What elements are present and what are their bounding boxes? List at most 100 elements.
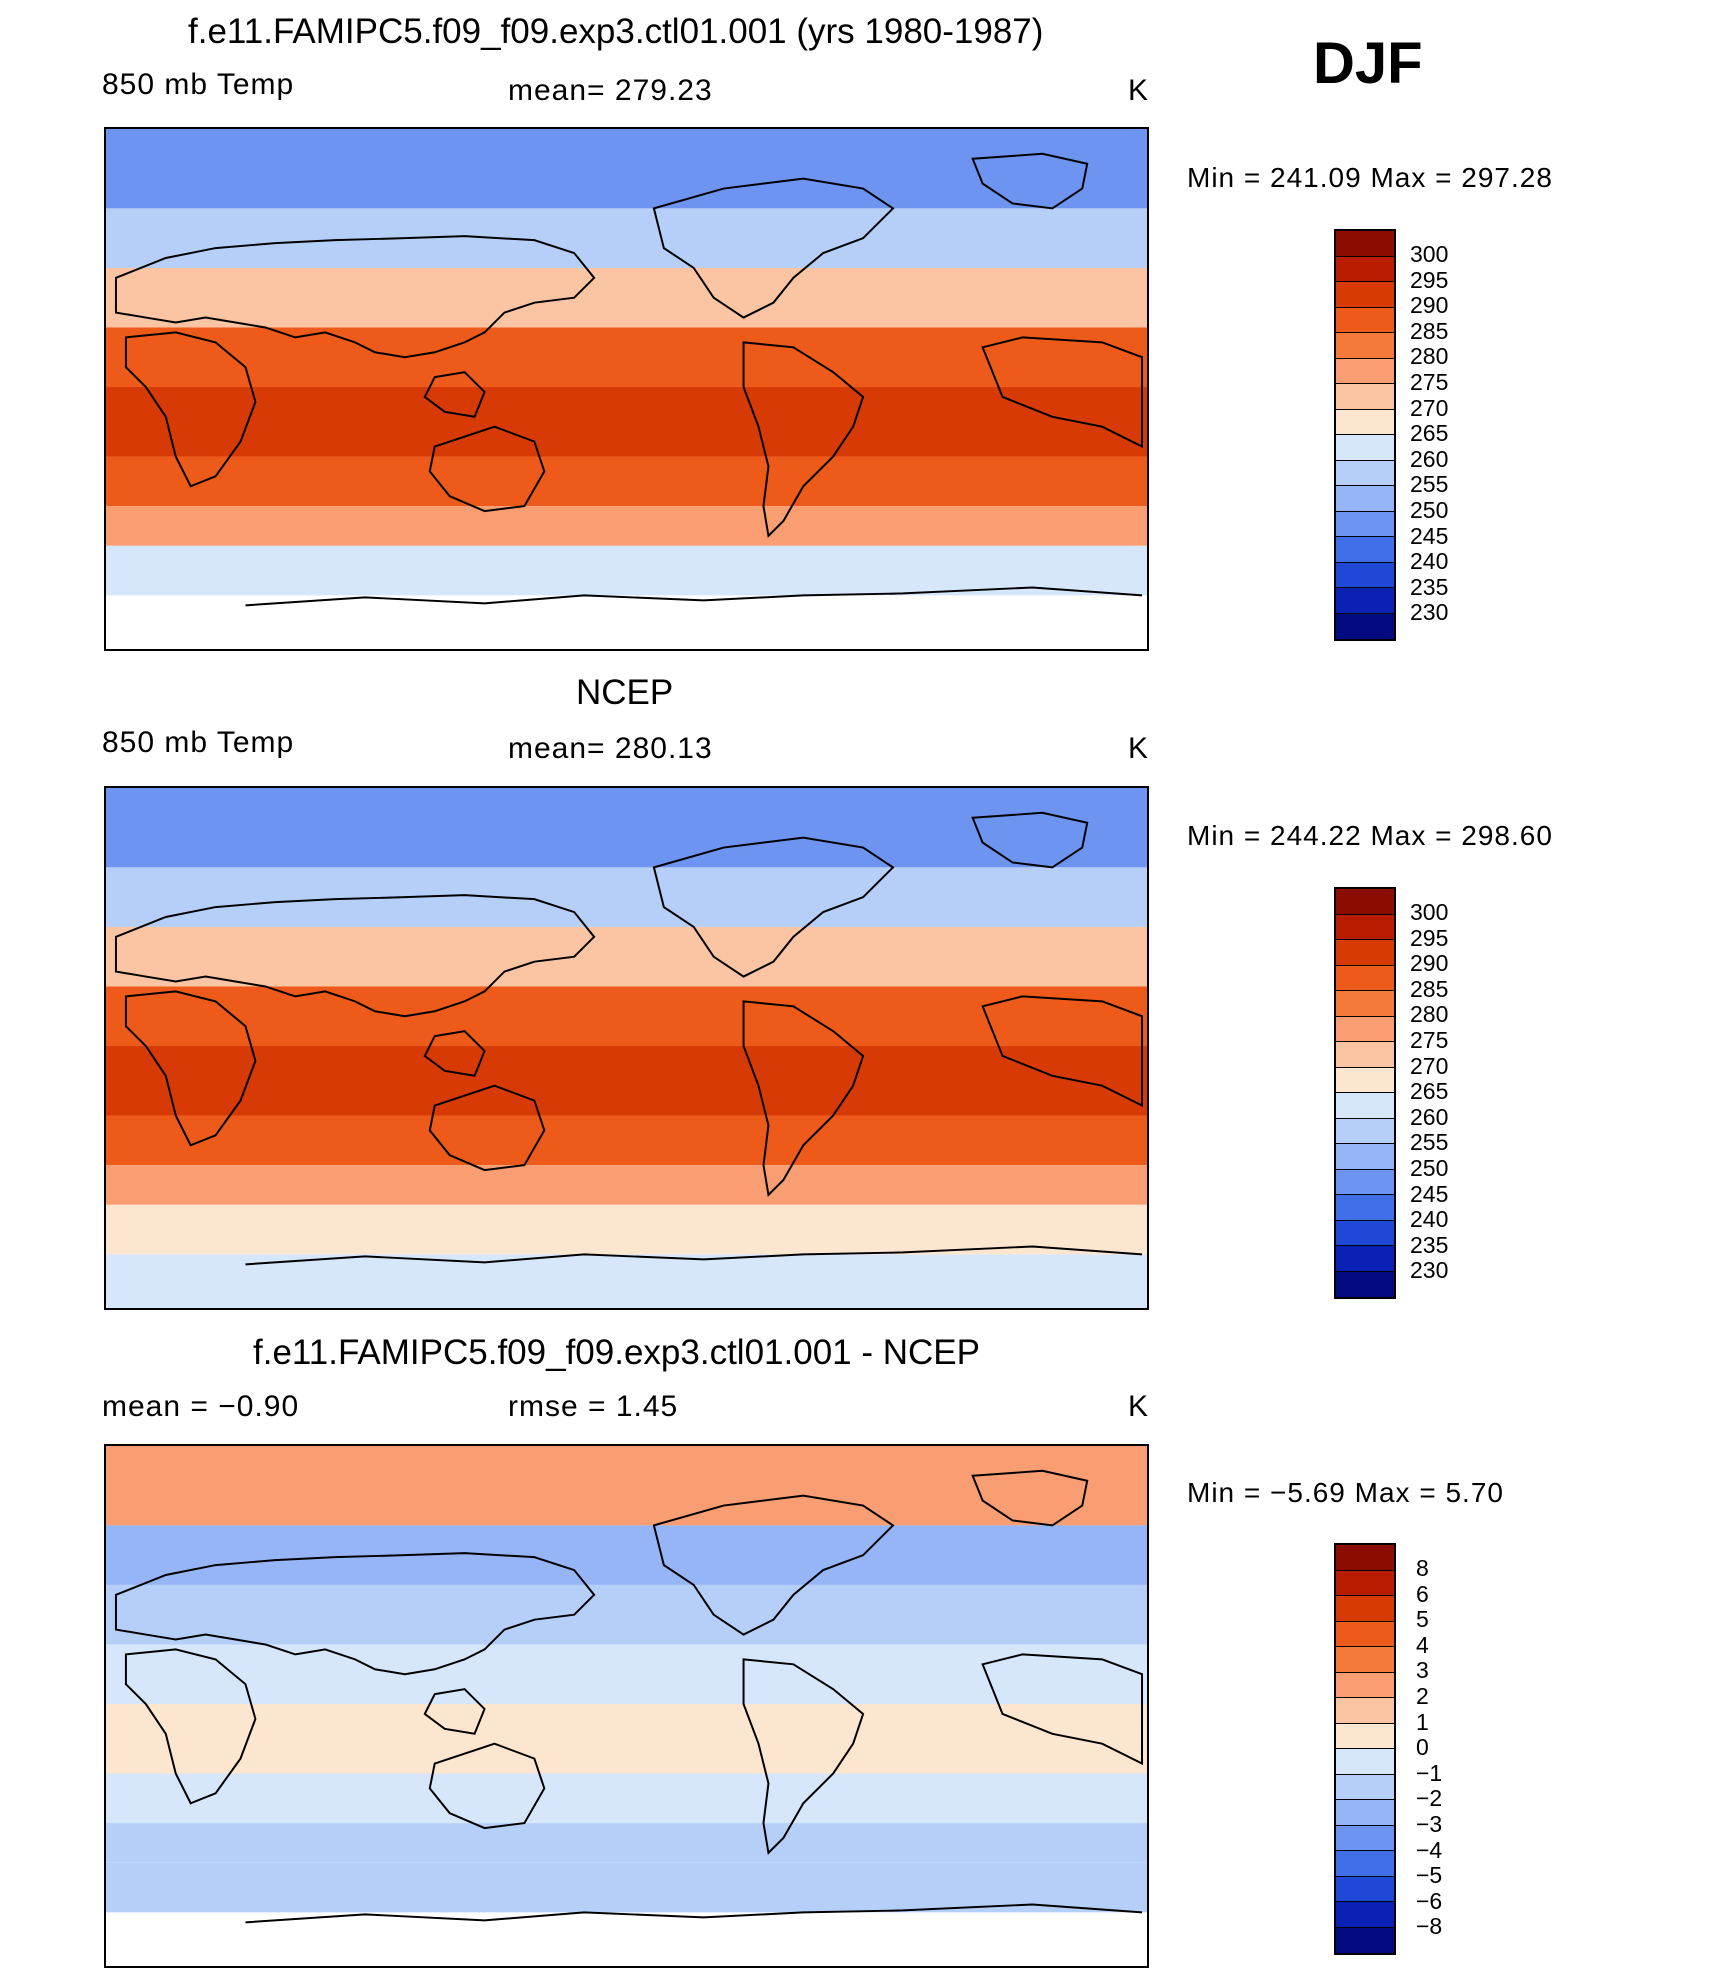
colorbar-tick: 245	[1410, 1180, 1449, 1207]
colorbar-tick: 295	[1410, 266, 1449, 293]
colorbar-tick: 250	[1410, 1154, 1449, 1181]
contour-band	[106, 327, 1147, 388]
coastline	[124, 1648, 257, 1805]
units-label: K	[1128, 732, 1150, 765]
colorbar-swatch	[1336, 1144, 1394, 1170]
mean-label: mean = −0.90	[102, 1390, 300, 1423]
coastline	[428, 1084, 546, 1172]
colorbar-tick: 290	[1410, 950, 1449, 977]
colorbar-swatch	[1336, 1749, 1394, 1775]
colorbar-tick: 4	[1416, 1631, 1429, 1658]
colorbar-swatch	[1336, 1093, 1394, 1119]
colorbar-swatch	[1336, 1220, 1394, 1246]
colorbar-swatch	[1336, 1118, 1394, 1144]
contour-band	[106, 456, 1147, 507]
coastline	[742, 1658, 865, 1855]
contour-band	[106, 595, 1147, 649]
colorbar-tick-labels: 300 295 290 285 280 275 270 265 260 255 250 245 240 2…	[1410, 899, 1449, 1284]
colorbar-swatch	[1336, 486, 1394, 512]
coastline	[652, 1494, 895, 1636]
coastline	[981, 995, 1144, 1108]
colorbar-swatch	[1336, 358, 1394, 384]
panel-title-model: f.e11.FAMIPC5.f09_f09.exp3.ctl01.001 (yr…	[188, 12, 1044, 51]
coastline	[124, 331, 257, 488]
colorbar-diff	[1334, 1543, 1396, 1955]
colorbar-tick: 275	[1410, 368, 1449, 395]
colorbar-swatch	[1336, 1169, 1394, 1195]
colorbar-tick: 0	[1416, 1734, 1429, 1761]
coastline	[114, 235, 596, 359]
mean-label: mean= 279.23	[508, 74, 713, 107]
coastline	[742, 1000, 865, 1197]
coastline	[981, 336, 1144, 449]
colorbar-tick: 275	[1410, 1026, 1449, 1053]
colorbar-swatch	[1336, 256, 1394, 282]
contour-band	[106, 1254, 1147, 1308]
map-panel-ncep	[104, 786, 1149, 1310]
colorbar-tick: 8	[1416, 1555, 1429, 1581]
coastline	[971, 152, 1089, 210]
contour-band	[106, 267, 1147, 328]
map-panel-model	[104, 127, 1149, 651]
colorbar-swatch	[1336, 1774, 1394, 1800]
variable-label: 850 mb Temp	[102, 726, 295, 759]
coastline	[423, 371, 486, 418]
colorbar-swatch	[1336, 1647, 1394, 1673]
colorbar-swatch	[1336, 1876, 1394, 1902]
coastline	[423, 1688, 486, 1735]
contour-band	[106, 1912, 1147, 1966]
coastline	[981, 1653, 1144, 1766]
contour-band	[106, 1046, 1147, 1116]
colorbar-tick: 3	[1416, 1657, 1429, 1684]
coastline	[245, 586, 1143, 607]
colorbar-swatch	[1336, 1016, 1394, 1042]
colorbar-swatch	[1336, 1851, 1394, 1877]
colorbar-tick: 240	[1410, 548, 1449, 575]
colorbar-tick-labels: 300 295 290 285 280 275 270 265 260 255 250 245 240 2…	[1410, 241, 1449, 626]
coastline	[114, 894, 596, 1018]
colorbar-swatch	[1336, 1246, 1394, 1272]
coastline	[428, 1742, 546, 1830]
colorbar-tick: 290	[1410, 292, 1449, 319]
contour-band	[106, 986, 1147, 1047]
colorbar-swatch	[1336, 1570, 1394, 1596]
colorbar-tick: 6	[1416, 1580, 1429, 1607]
colorbar-tick: −5	[1416, 1862, 1443, 1889]
colorbar-tick: 300	[1410, 899, 1449, 925]
colorbar-tick: 230	[1410, 1257, 1449, 1284]
colorbar-swatch	[1336, 409, 1394, 435]
colorbar-tick: 1	[1416, 1708, 1429, 1735]
season-label: DJF	[1313, 31, 1423, 96]
contour-band	[106, 545, 1147, 596]
colorbar-swatch	[1336, 889, 1394, 915]
colorbar-tick: 245	[1410, 522, 1449, 549]
colorbar-swatch	[1336, 613, 1394, 639]
contour-band	[106, 1165, 1147, 1205]
contour-band	[106, 1446, 1147, 1526]
colorbar-tick: 265	[1410, 1078, 1449, 1105]
colorbar-tick: 285	[1410, 317, 1449, 344]
colorbar-swatch	[1336, 1596, 1394, 1622]
colorbar-tick: 240	[1410, 1206, 1449, 1233]
colorbar-tick: 270	[1410, 1052, 1449, 1079]
colorbar-swatch	[1336, 1723, 1394, 1749]
colorbar-tick: −3	[1416, 1810, 1443, 1837]
coastline	[423, 1030, 486, 1077]
colorbar-swatch	[1336, 333, 1394, 359]
contour-band	[106, 1823, 1147, 1863]
coastline	[971, 811, 1089, 869]
colorbar-tick: 255	[1410, 471, 1449, 498]
colorbar-tick: 250	[1410, 496, 1449, 523]
colorbar-tick: 270	[1410, 394, 1449, 421]
contour-band	[106, 1584, 1147, 1645]
colorbar-swatch	[1336, 384, 1394, 410]
colorbar-swatch	[1336, 1825, 1394, 1851]
colorbar-swatch	[1336, 1927, 1394, 1953]
colorbar-swatch	[1336, 460, 1394, 486]
colorbar-tick: 265	[1410, 420, 1449, 447]
contour-band	[106, 1773, 1147, 1824]
colorbar-swatch	[1336, 1067, 1394, 1093]
colorbar-tick: 280	[1410, 1001, 1449, 1028]
contour-band	[106, 867, 1147, 927]
min-max-label: Min = 241.09 Max = 297.28	[1187, 162, 1553, 193]
